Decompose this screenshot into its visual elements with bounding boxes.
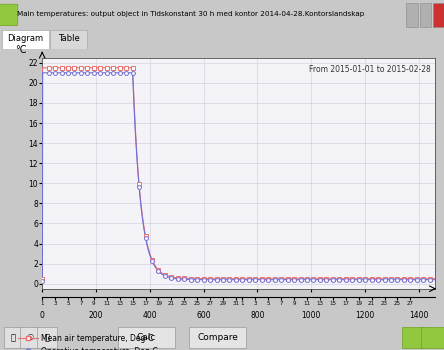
FancyBboxPatch shape <box>421 328 444 348</box>
Text: ⏭: ⏭ <box>44 333 50 342</box>
Text: From 2015-01-01 to 2015-02-28: From 2015-01-01 to 2015-02-28 <box>309 65 431 74</box>
Text: Table: Table <box>58 35 79 43</box>
FancyBboxPatch shape <box>0 4 18 26</box>
FancyBboxPatch shape <box>402 328 424 348</box>
FancyBboxPatch shape <box>37 328 57 348</box>
Text: Main temperatures: output object in Tidskonstant 30 h med kontor 2014-04-28.Kont: Main temperatures: output object in Tids… <box>17 11 364 17</box>
Text: Diagram: Diagram <box>7 35 44 43</box>
Text: °C: °C <box>15 46 26 55</box>
Text: Calc: Calc <box>137 333 156 342</box>
FancyBboxPatch shape <box>433 3 444 27</box>
FancyBboxPatch shape <box>20 328 40 348</box>
FancyBboxPatch shape <box>2 30 49 49</box>
Text: ☉: ☉ <box>27 333 34 342</box>
FancyBboxPatch shape <box>420 3 431 27</box>
FancyBboxPatch shape <box>118 328 175 348</box>
Text: ⏮: ⏮ <box>11 333 16 342</box>
FancyBboxPatch shape <box>189 328 246 348</box>
Text: Compare: Compare <box>197 333 238 342</box>
FancyBboxPatch shape <box>50 30 87 49</box>
FancyBboxPatch shape <box>4 328 23 348</box>
Legend: Mean air temperature, Deg-C, Operative temperature, Deg-C: Mean air temperature, Deg-C, Operative t… <box>19 334 158 350</box>
FancyBboxPatch shape <box>406 3 418 27</box>
